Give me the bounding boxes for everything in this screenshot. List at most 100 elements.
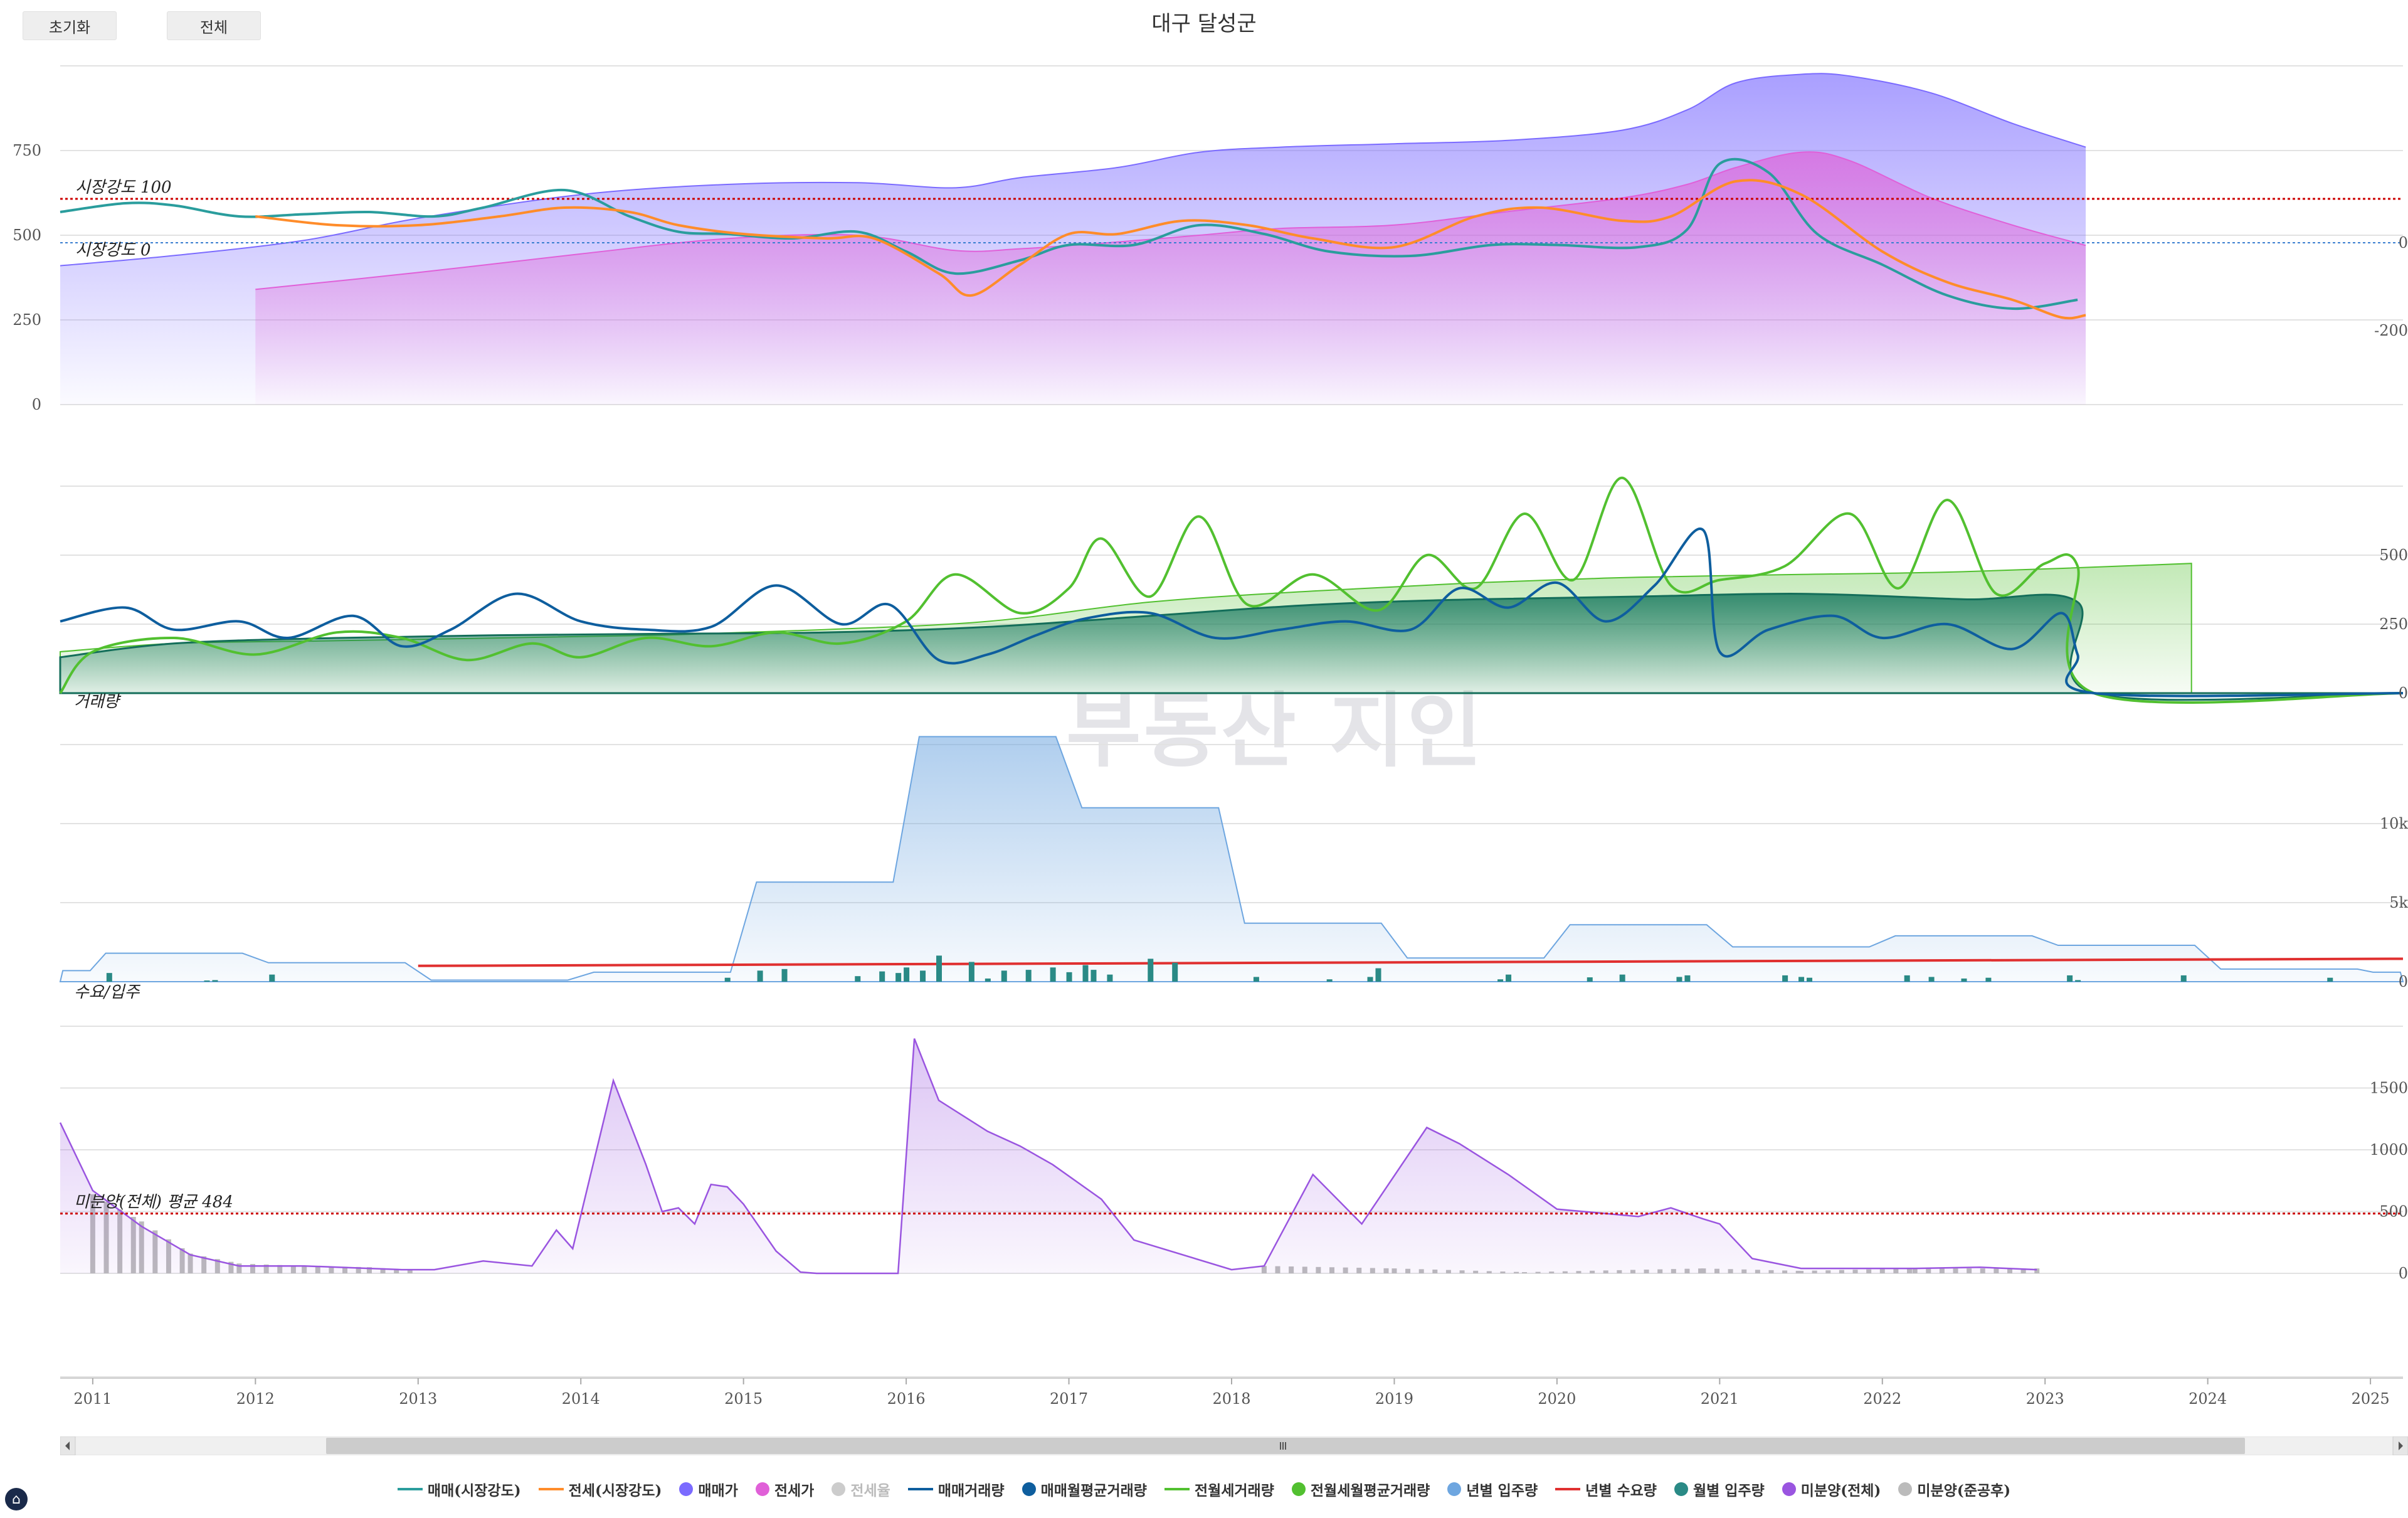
yearly-supply-area bbox=[59, 736, 2404, 982]
right-tick-label: 0 bbox=[2399, 234, 2408, 252]
legend-label: 전세율 bbox=[850, 1482, 890, 1499]
legend-label: 년별 수요량 bbox=[1585, 1482, 1657, 1499]
legend-item[interactable]: 매매거래량 bbox=[907, 1478, 1005, 1500]
monthly-supply-bar bbox=[1375, 968, 1381, 982]
monthly-supply-bar bbox=[855, 976, 861, 982]
annotation-volume: 거래량 bbox=[74, 693, 122, 711]
unsold-total-line bbox=[59, 1038, 2037, 1275]
x-tick-label: 2015 bbox=[724, 1390, 763, 1408]
legend-item[interactable]: 매매월평균거래량 bbox=[1022, 1478, 1147, 1500]
legend-label: 미분양(전체) bbox=[1800, 1482, 1881, 1499]
reset-button[interactable]: 초기화 bbox=[23, 11, 117, 40]
show-all-button[interactable]: 전체 bbox=[167, 11, 261, 40]
legend-item[interactable]: 전세율 bbox=[832, 1478, 890, 1500]
monthly-supply-bar bbox=[879, 971, 885, 982]
monthly-supply-bar bbox=[1676, 977, 1682, 982]
monthly-supply-bar bbox=[1619, 974, 1625, 982]
x-tick-label: 2020 bbox=[1538, 1390, 1576, 1408]
left-tick-label: 250 bbox=[13, 311, 41, 329]
monthly-supply-bar bbox=[757, 970, 763, 982]
monthly-supply-bar bbox=[1904, 975, 1910, 982]
legend-dot-icon bbox=[1674, 1482, 1688, 1496]
x-tick-label: 2024 bbox=[2189, 1390, 2227, 1408]
x-tick-label: 2018 bbox=[1212, 1390, 1250, 1408]
legend-dot-icon bbox=[1291, 1482, 1306, 1496]
right-tick-label: 10k bbox=[2380, 815, 2408, 832]
left-tick-label: 750 bbox=[13, 142, 41, 159]
jeonse-volume-line bbox=[59, 476, 2404, 704]
monthly-supply-bar bbox=[2075, 980, 2081, 982]
legend-item[interactable]: 전월세거래량 bbox=[1164, 1478, 1274, 1500]
monthly-supply-bar bbox=[1025, 970, 1032, 982]
plot-area bbox=[59, 73, 2404, 1275]
watermark-text: 부동산 지인 bbox=[1066, 683, 1485, 778]
right-tick-label: 0 bbox=[2399, 1265, 2408, 1282]
monthly-supply-bar bbox=[1107, 974, 1113, 982]
annotation-supply: 수요/입주 bbox=[74, 983, 141, 1002]
legend-dot-icon bbox=[1898, 1482, 1913, 1496]
legend-label: 월별 입주량 bbox=[1692, 1482, 1765, 1499]
yearly-demand-line bbox=[418, 957, 2404, 967]
market-chart: 0 250 500 750 0 -200 시장강도 100 시장강도 0 0 250 500 거래량 0… bbox=[13, 65, 2408, 1408]
range-scrollbar[interactable] bbox=[60, 1436, 2408, 1455]
legend-label: 매매거래량 bbox=[937, 1482, 1005, 1499]
left-tick-label: 500 bbox=[13, 226, 41, 244]
monthly-supply-bar bbox=[968, 962, 974, 982]
monthly-supply-bar bbox=[1326, 979, 1333, 982]
legend-item[interactable]: 년별 수요량 bbox=[1555, 1478, 1657, 1500]
monthly-supply-bar bbox=[1066, 972, 1072, 982]
chart-title: 대구 달성군 bbox=[1151, 11, 1257, 36]
monthly-supply-bar bbox=[1587, 977, 1593, 982]
monthly-supply-bar bbox=[1961, 978, 1967, 982]
jeonse-strength-line bbox=[255, 179, 2086, 320]
legend-dot-icon bbox=[1022, 1482, 1036, 1496]
sale-strength-line bbox=[60, 157, 2078, 310]
monthly-supply-bar bbox=[2067, 975, 2073, 982]
right-tick-label: 1000 bbox=[2370, 1141, 2408, 1159]
monthly-supply-bar bbox=[1090, 970, 1097, 982]
annotation-strength-0: 시장강도 0 bbox=[75, 241, 151, 260]
x-tick-label: 2016 bbox=[887, 1390, 926, 1408]
legend: 매매(시장강도) 전세(시장강도) 매매가 전세가 전세율 매매거래량 매매월평균거래량 전월… bbox=[0, 1478, 2408, 1500]
x-tick-label: 2013 bbox=[399, 1390, 437, 1408]
legend-label: 매매월평균거래량 bbox=[1040, 1482, 1147, 1499]
legend-item[interactable]: 매매가 bbox=[679, 1478, 738, 1500]
legend-label: 매매(시장강도) bbox=[427, 1482, 521, 1499]
monthly-supply-bar bbox=[1684, 975, 1691, 982]
monthly-supply-bar bbox=[1172, 962, 1178, 982]
monthly-supply-bar bbox=[1497, 979, 1504, 982]
right-tick-label: 500 bbox=[2379, 546, 2408, 564]
arrow-right-icon bbox=[2399, 1441, 2403, 1450]
legend-dot-icon bbox=[832, 1482, 846, 1496]
monthly-supply-bar bbox=[1001, 970, 1007, 982]
monthly-supply-bar bbox=[920, 970, 926, 982]
legend-item[interactable]: 월별 입주량 bbox=[1674, 1478, 1765, 1500]
x-tick-label: 2021 bbox=[1701, 1390, 1739, 1408]
legend-item[interactable]: 미분양(준공후) bbox=[1898, 1478, 2010, 1500]
monthly-supply-bar bbox=[781, 969, 788, 982]
monthly-supply-bar bbox=[1985, 977, 1992, 982]
legend-item[interactable]: 전월세월평균거래량 bbox=[1291, 1478, 1430, 1500]
right-tick-label: 250 bbox=[2379, 615, 2408, 633]
legend-line-icon bbox=[1555, 1488, 1581, 1490]
legend-label: 매매가 bbox=[698, 1482, 738, 1499]
monthly-supply-bar bbox=[1148, 958, 1154, 982]
left-tick-label: 0 bbox=[32, 396, 41, 413]
legend-item[interactable]: 매매(시장강도) bbox=[397, 1478, 521, 1500]
home-icon[interactable]: ⌂ bbox=[5, 1488, 28, 1510]
legend-item[interactable]: 년별 입주량 bbox=[1447, 1478, 1538, 1500]
legend-item[interactable]: 전세(시장강도) bbox=[538, 1478, 662, 1500]
x-tick-label: 2017 bbox=[1050, 1390, 1088, 1408]
monthly-supply-bar bbox=[985, 978, 991, 982]
monthly-supply-bar bbox=[2327, 977, 2333, 982]
right-tick-label: -200 bbox=[2374, 322, 2408, 339]
x-tick-label: 2022 bbox=[1863, 1390, 1901, 1408]
legend-item[interactable]: 전세가 bbox=[755, 1478, 814, 1500]
x-tick-label: 2025 bbox=[2352, 1390, 2390, 1408]
monthly-supply-bar bbox=[904, 967, 910, 982]
legend-dot-icon bbox=[679, 1482, 694, 1496]
monthly-supply-bar bbox=[1050, 967, 1056, 982]
legend-item[interactable]: 미분양(전체) bbox=[1782, 1478, 1881, 1500]
monthly-supply-bar bbox=[895, 973, 902, 982]
legend-label: 전세(시장강도) bbox=[568, 1482, 662, 1499]
